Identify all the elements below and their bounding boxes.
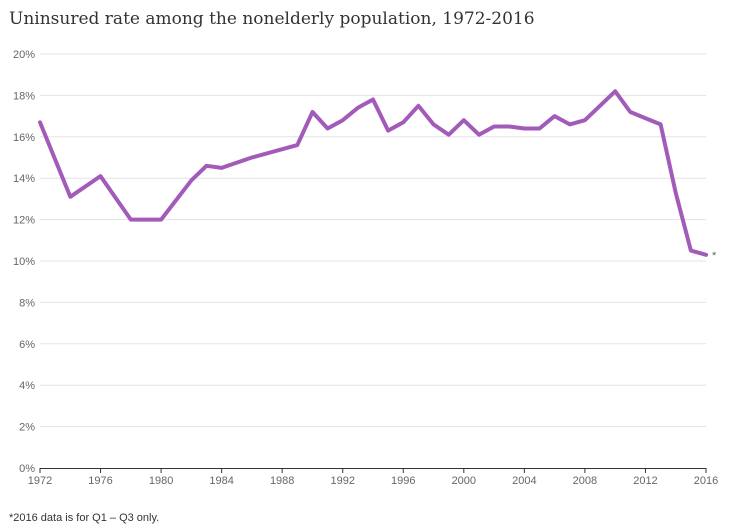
y-tick-label: 10% <box>13 256 35 268</box>
x-axis-ticks: 1972 1976 1980 1984 1988 1992 1996 2000 2004 2008… <box>28 468 718 487</box>
x-tick-label: 1984 <box>209 475 233 487</box>
y-tick-label: 14% <box>13 173 35 185</box>
x-tick-label: 1980 <box>149 475 173 487</box>
x-tick-label: 2004 <box>512 475 536 487</box>
x-tick-label: 1972 <box>28 475 52 487</box>
y-tick-label: 0% <box>19 463 35 475</box>
x-tick-label: 1976 <box>88 475 112 487</box>
x-tick-label: 2016 <box>694 475 718 487</box>
series-group <box>38 89 708 257</box>
x-tick-label: 2008 <box>573 475 597 487</box>
chart-title: Uninsured rate among the nonelderly popu… <box>9 9 535 29</box>
y-axis-ticks: 0% 2% 4% 6% 8% 10% 12% 14% 16% 18% 20% <box>13 49 35 475</box>
x-tick-label: 2000 <box>452 475 476 487</box>
y-tick-label: 20% <box>13 49 35 61</box>
end-marker: * <box>712 250 717 262</box>
y-tick-label: 16% <box>13 132 35 144</box>
gridlines <box>40 53 706 428</box>
x-tick-label: 1996 <box>391 475 415 487</box>
x-tick-label: 1988 <box>270 475 294 487</box>
y-tick-label: 12% <box>13 215 35 227</box>
series-line <box>38 89 708 257</box>
y-tick-label: 2% <box>19 422 35 434</box>
x-tick-label: 2012 <box>633 475 657 487</box>
y-tick-label: 8% <box>19 297 35 309</box>
footnote: *2016 data is for Q1 – Q3 only. <box>9 512 160 524</box>
y-tick-label: 6% <box>19 339 35 351</box>
y-tick-label: 4% <box>19 380 35 392</box>
y-tick-label: 18% <box>13 90 35 102</box>
x-tick-label: 1992 <box>330 475 354 487</box>
